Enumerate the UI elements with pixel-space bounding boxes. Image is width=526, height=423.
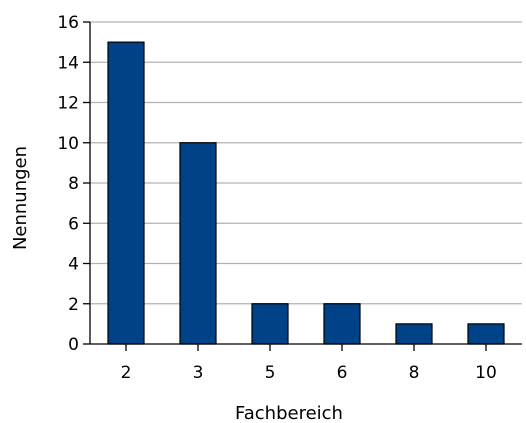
y-axis-title: Nennungen bbox=[10, 146, 31, 250]
x-tick-label: 8 bbox=[409, 363, 420, 383]
bars bbox=[107, 41, 505, 345]
x-axis-title: Fachbereich bbox=[235, 403, 343, 423]
bar-6 bbox=[323, 303, 361, 345]
y-tick-label: 4 bbox=[68, 255, 79, 275]
y-tick-label: 16 bbox=[57, 13, 79, 33]
y-tick-label: 6 bbox=[68, 214, 79, 234]
x-tick-label: 2 bbox=[121, 363, 132, 383]
bar-3 bbox=[179, 142, 217, 345]
bar-8 bbox=[395, 323, 433, 345]
y-tick-label: 14 bbox=[57, 53, 79, 73]
y-tick-label: 0 bbox=[68, 335, 79, 355]
y-tick-label: 12 bbox=[57, 94, 79, 114]
bar-2 bbox=[107, 41, 145, 345]
ticks: 0 2 4 6 8 10 12 14 16 2 3 5 6 8 10 bbox=[57, 13, 496, 383]
y-tick-label: 2 bbox=[68, 295, 79, 315]
bar-5 bbox=[251, 303, 289, 345]
bar-10 bbox=[467, 323, 505, 345]
x-tick-label: 3 bbox=[193, 363, 204, 383]
y-tick-label: 8 bbox=[68, 174, 79, 194]
x-tick-label: 5 bbox=[265, 363, 276, 383]
y-tick-label: 10 bbox=[57, 134, 79, 154]
x-tick-label: 6 bbox=[337, 363, 348, 383]
x-tick-label: 10 bbox=[475, 363, 497, 383]
gridlines bbox=[90, 21, 522, 305]
